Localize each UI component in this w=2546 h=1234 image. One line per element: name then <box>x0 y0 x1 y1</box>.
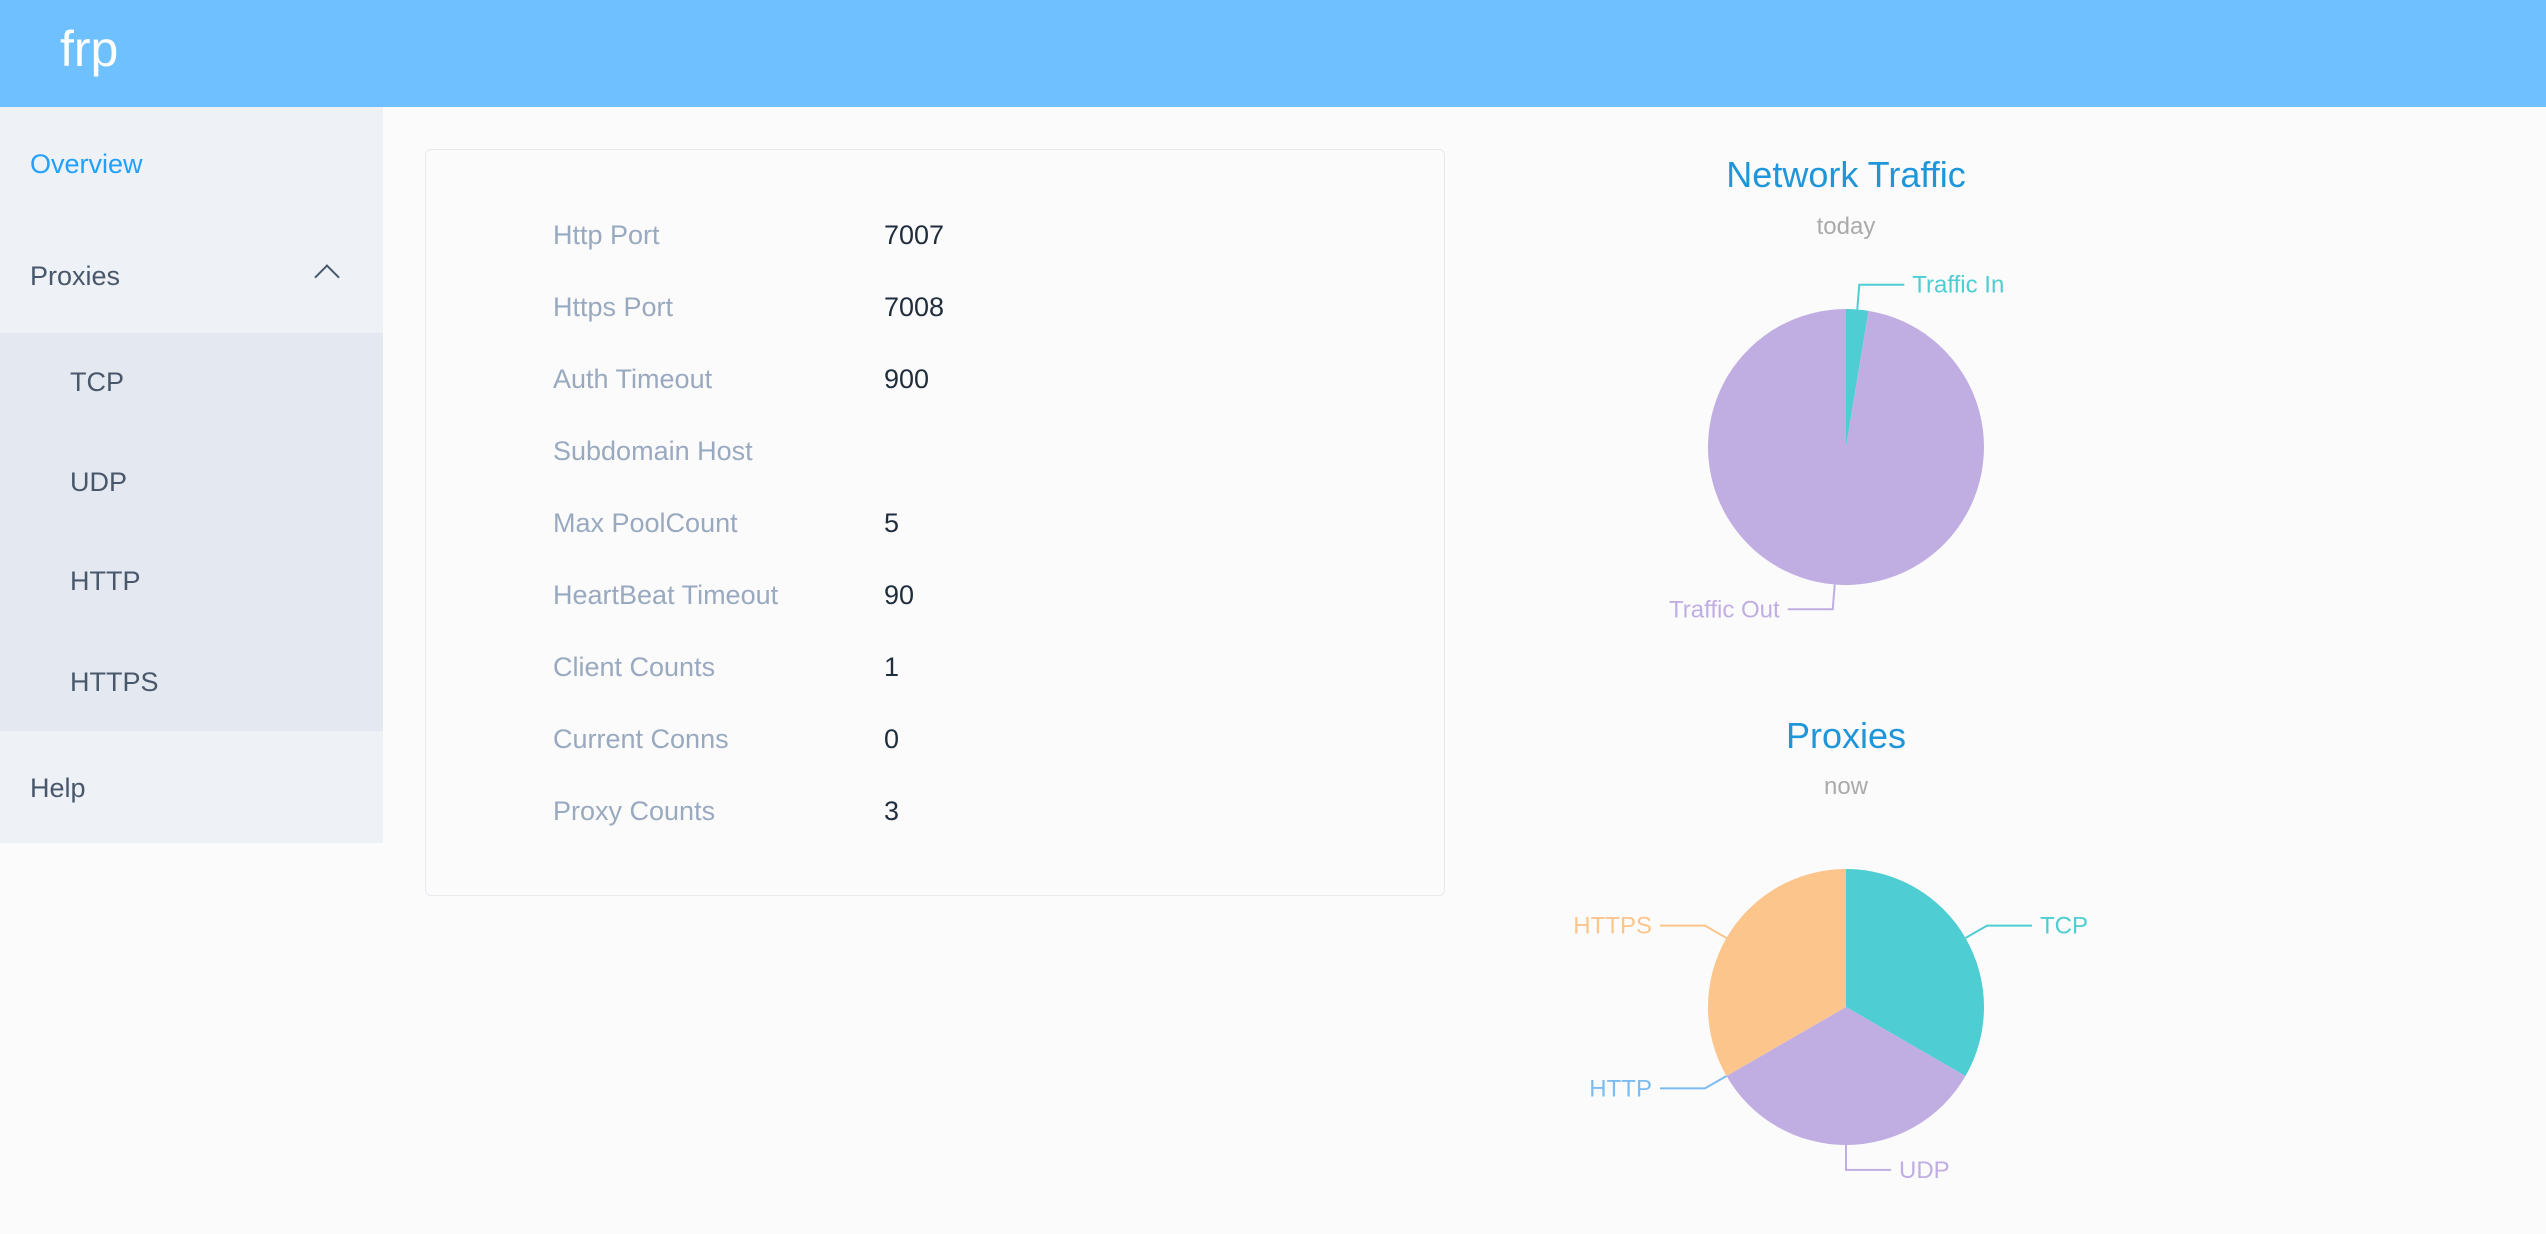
info-row: Proxy Counts 3 <box>426 791 1444 831</box>
info-row: Http Port 7007 <box>426 215 1444 255</box>
pie-slice-https[interactable] <box>1708 868 1846 1076</box>
sidebar-item-label: TCP <box>70 367 124 397</box>
info-label: Subdomain Host <box>553 436 753 466</box>
info-row: Subdomain Host <box>426 431 1444 471</box>
info-label: Auth Timeout <box>553 364 713 394</box>
sidebar-item-label: UDP <box>70 467 128 497</box>
slice-label: TCP <box>2040 913 2088 940</box>
sidebar-item-label: HTTPS <box>70 667 159 697</box>
brand-logo[interactable]: frp <box>60 21 119 77</box>
sidebar: Overview Proxies TCP UDP HTTP HTTPS Help <box>0 107 383 843</box>
charts: Network Traffic today Traffic In Traffic Ou… <box>1573 154 2088 1184</box>
chart-subtitle: now <box>1824 773 1869 800</box>
info-value: 1 <box>884 652 900 682</box>
sidebar-item-label: Overview <box>30 149 143 179</box>
chart-subtitle: today <box>1817 213 1876 240</box>
info-value: 7007 <box>884 220 945 250</box>
info-label: Https Port <box>553 292 674 322</box>
info-label: Http Port <box>553 220 660 250</box>
info-label: Current Conns <box>553 724 729 754</box>
info-row: Auth Timeout 900 <box>426 359 1444 399</box>
info-label: HeartBeat Timeout <box>553 580 779 610</box>
slice-label: HTTPS <box>1573 913 1652 940</box>
sidebar-item-label: Proxies <box>30 261 121 291</box>
info-value: 7008 <box>884 292 945 322</box>
pie-slice-tcp[interactable] <box>1846 868 1985 1076</box>
label-line <box>1845 1145 1891 1171</box>
pie-slice-traffic-in[interactable] <box>1846 309 1869 447</box>
pie-slice-udp[interactable] <box>1726 1007 1966 1146</box>
label-line <box>1659 1075 1727 1090</box>
info-row: Https Port 7008 <box>426 287 1444 327</box>
slice-label: Traffic In <box>1912 272 2004 299</box>
info-label: Proxy Counts <box>553 796 716 826</box>
label-line <box>1856 283 1905 310</box>
info-value: 3 <box>884 796 900 826</box>
label-line <box>1965 924 2033 939</box>
info-row: HeartBeat Timeout 90 <box>426 575 1444 615</box>
sidebar-item-label: Help <box>30 773 86 803</box>
info-value: 900 <box>884 364 930 394</box>
server-info-card: Http Port 7007 Https Port 7008 Auth Timeout 9… <box>425 149 1445 896</box>
sidebar-item-label: HTTP <box>70 566 141 596</box>
info-value: 0 <box>884 724 900 754</box>
info-row: Max PoolCount 5 <box>426 503 1444 543</box>
pie-slice-traffic-out[interactable] <box>1708 309 1984 585</box>
label-line <box>1787 584 1836 611</box>
info-value: 90 <box>884 580 915 610</box>
proxies-submenu: TCP UDP HTTP HTTPS <box>0 333 383 731</box>
info-value: 5 <box>884 508 900 538</box>
chart-title: Proxies <box>1786 715 1906 756</box>
info-label: Client Counts <box>553 652 716 682</box>
label-line <box>1659 924 1727 939</box>
chart-title: Network Traffic <box>1726 154 1965 195</box>
slice-label: UDP <box>1899 1157 1950 1184</box>
slice-label: HTTP <box>1589 1075 1652 1102</box>
info-row: Client Counts 1 <box>426 647 1444 687</box>
top-header: frp <box>0 0 2546 107</box>
info-row: Current Conns 0 <box>426 719 1444 759</box>
chevron-up-icon <box>314 264 340 290</box>
info-label: Max PoolCount <box>553 508 738 538</box>
slice-label: Traffic Out <box>1669 596 1780 623</box>
